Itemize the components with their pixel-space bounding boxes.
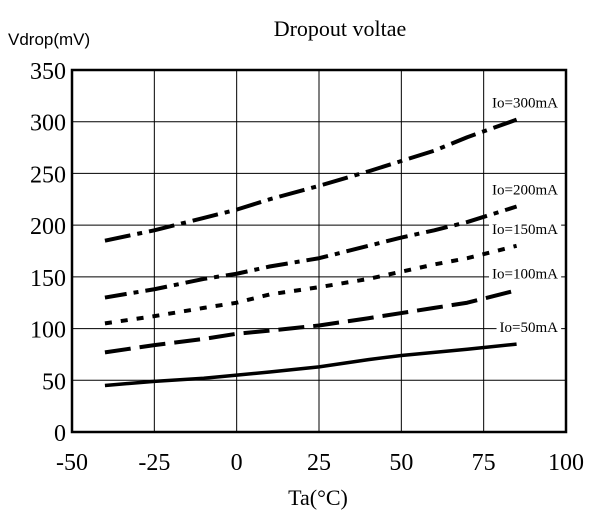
series-label: Io=200mA xyxy=(492,183,558,199)
series-label: Io=100mA xyxy=(492,266,558,282)
series-label-background xyxy=(489,221,562,238)
x-tick-label: 0 xyxy=(231,450,243,476)
x-tick-label: -25 xyxy=(138,450,170,476)
tick-labels: -50 -25 0 25 50 75 100 0 50 100 150 200 250 300 350 xyxy=(30,59,584,476)
series-line xyxy=(104,288,518,355)
y-tick-label: 200 xyxy=(30,214,66,240)
x-axis-label: Ta(°C) xyxy=(288,485,348,510)
y-tick-label: 250 xyxy=(30,162,66,188)
plot-frame xyxy=(70,68,568,434)
y-tick-label: 300 xyxy=(30,111,66,137)
y-tick-label: 0 xyxy=(54,421,66,447)
x-tick-label: -50 xyxy=(56,450,88,476)
y-tick-label: 100 xyxy=(30,318,66,344)
series-label-background xyxy=(489,95,562,112)
series-label: Io=150mA xyxy=(492,222,558,238)
y-axis-label: Vdrop(mV) xyxy=(8,30,90,49)
grid-lines xyxy=(72,70,566,432)
x-tick-label: 25 xyxy=(307,450,331,476)
series-line xyxy=(104,342,517,388)
series-label: Io=300mA xyxy=(492,96,558,112)
series-label-background xyxy=(496,320,562,337)
series-line xyxy=(104,117,518,243)
series-line xyxy=(104,204,518,300)
x-tick-label: 100 xyxy=(548,450,584,476)
y-tick-label: 50 xyxy=(42,369,66,395)
series-label-background xyxy=(489,266,562,283)
series-label-background xyxy=(489,182,562,199)
y-tick-label: 350 xyxy=(30,59,66,85)
x-tick-label: 50 xyxy=(389,450,413,476)
series-lines xyxy=(104,117,518,388)
x-tick-label: 75 xyxy=(472,450,496,476)
chart-title: Dropout voltae xyxy=(274,16,407,41)
series-line xyxy=(104,243,518,326)
series-labels: Io=300mA Io=200mA Io=150mA Io=100mA Io=50mA xyxy=(489,95,562,337)
y-tick-label: 150 xyxy=(30,266,66,292)
series-label: Io=50mA xyxy=(500,320,559,336)
